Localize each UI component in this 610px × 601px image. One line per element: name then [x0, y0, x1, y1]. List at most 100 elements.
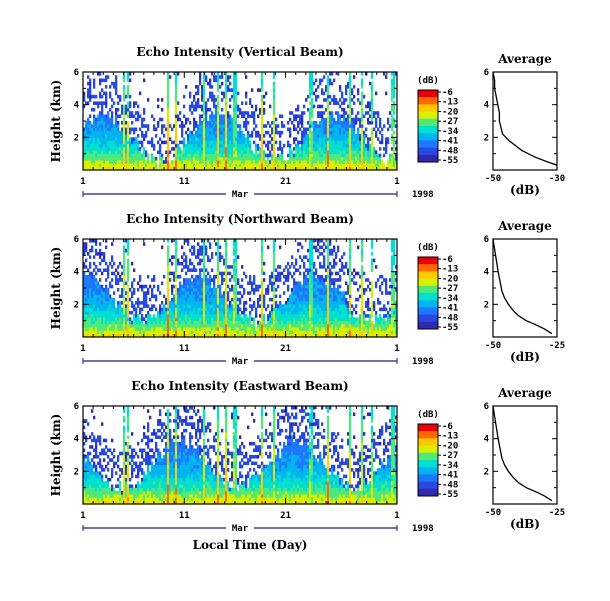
- heatmap-cell: [141, 143, 144, 148]
- heatmap-cell: [295, 327, 298, 331]
- heatmap-cell: [105, 291, 108, 295]
- heatmap-cell: [299, 301, 302, 305]
- heatmap-cell: [359, 121, 362, 125]
- heatmap-cell: [361, 130, 364, 135]
- heatmap-cell: [287, 314, 290, 318]
- heatmap-cell: [395, 140, 398, 145]
- heatmap-cell: [193, 265, 196, 269]
- heatmap-cell: [153, 127, 156, 132]
- heatmap-cell: [317, 248, 320, 253]
- heatmap-cell: [193, 301, 196, 305]
- heatmap-cell: [225, 288, 228, 292]
- heatmap-cell: [261, 104, 264, 109]
- heatmap-cell: [217, 304, 220, 308]
- heatmap-cell: [307, 301, 310, 305]
- heatmap-cell: [353, 94, 356, 99]
- heatmap-cell: [87, 291, 90, 295]
- heatmap-cell: [125, 320, 128, 325]
- heatmap-cell: [117, 310, 120, 315]
- heatmap-cell: [229, 330, 232, 335]
- heatmap-cell: [217, 130, 220, 135]
- heatmap-cell: [243, 147, 246, 151]
- heatmap-cell: [365, 147, 368, 151]
- heatmap-cell: [235, 304, 238, 308]
- heatmap-cell: [83, 281, 86, 286]
- heatmap-cell: [273, 134, 276, 138]
- heatmap-cell: [119, 94, 122, 99]
- heatmap-cell: [251, 317, 254, 321]
- heatmap-cell: [123, 153, 126, 158]
- heatmap-cell: [307, 320, 310, 325]
- heatmap-cell: [121, 130, 124, 135]
- heatmap-cell: [243, 327, 246, 331]
- heatmap-cell: [217, 242, 220, 246]
- heatmap-cell: [327, 81, 330, 86]
- heatmap-cell: [125, 94, 128, 99]
- heatmap-cell: [111, 255, 114, 259]
- heatmap-cell: [263, 333, 266, 338]
- heatmap-cell: [353, 150, 356, 154]
- heatmap-cell: [195, 153, 198, 158]
- heatmap-cell: [189, 150, 192, 154]
- heatmap-cell: [219, 75, 222, 79]
- heatmap-cell: [99, 320, 102, 325]
- heatmap-cell: [121, 147, 124, 151]
- heatmap-cell: [83, 153, 86, 158]
- heatmap-cell: [229, 114, 232, 119]
- heatmap-cell: [237, 323, 240, 328]
- heatmap-cell: [151, 140, 154, 145]
- heatmap-cell: [213, 75, 216, 79]
- heatmap-cell: [201, 278, 204, 282]
- heatmap-cell: [119, 134, 122, 138]
- heatmap-cell: [255, 330, 258, 335]
- heatmap-cell: [349, 94, 352, 99]
- heatmap-cell: [301, 294, 304, 299]
- heatmap-cell: [239, 111, 242, 115]
- heatmap-cell: [309, 101, 312, 105]
- heatmap-cell: [315, 317, 318, 321]
- heatmap-cell: [105, 163, 108, 168]
- heatmap-cell: [177, 307, 180, 312]
- heatmap-cell: [317, 160, 320, 164]
- heatmap-cell: [153, 304, 156, 308]
- heatmap-cell: [311, 166, 314, 171]
- heatmap-cell: [329, 111, 332, 115]
- heatmap-cell: [221, 307, 224, 312]
- heatmap-cell: [349, 134, 352, 138]
- heatmap-cell: [187, 323, 190, 328]
- heatmap-cell: [263, 327, 266, 331]
- heatmap-cell: [197, 261, 200, 266]
- heatmap-cell: [185, 307, 188, 312]
- heatmap-cell: [127, 72, 130, 76]
- heatmap-cell: [329, 150, 332, 154]
- heatmap-cell: [119, 317, 122, 321]
- heatmap-cell: [311, 310, 314, 315]
- heatmap-cell: [117, 101, 120, 105]
- heatmap-cell: [195, 85, 198, 89]
- heatmap-cell: [119, 114, 122, 119]
- heatmap-cell: [357, 166, 360, 171]
- heatmap-cell: [143, 301, 146, 305]
- heatmap-cell: [103, 255, 106, 259]
- heatmap-cell: [135, 163, 138, 168]
- heatmap-cell: [87, 284, 90, 289]
- heatmap-cell: [319, 333, 322, 338]
- heatmap-cell: [103, 320, 106, 325]
- heatmap-cell: [195, 320, 198, 325]
- heatmap-cell: [207, 301, 210, 305]
- heatmap-cell: [347, 153, 350, 158]
- heatmap-cell: [309, 150, 312, 154]
- heatmap-cell: [127, 75, 130, 79]
- heatmap-cell: [177, 72, 180, 76]
- heatmap-cell: [93, 117, 96, 122]
- heatmap-cell: [109, 320, 112, 325]
- heatmap-cell: [175, 320, 178, 325]
- heatmap-cell: [307, 153, 310, 158]
- heatmap-cell: [101, 117, 104, 122]
- heatmap-cell: [95, 314, 98, 318]
- heatmap-cell: [283, 268, 286, 272]
- heatmap-cell: [127, 310, 130, 315]
- heatmap-cell: [271, 288, 274, 292]
- heatmap-cell: [119, 327, 122, 331]
- heatmap-cell: [333, 124, 336, 128]
